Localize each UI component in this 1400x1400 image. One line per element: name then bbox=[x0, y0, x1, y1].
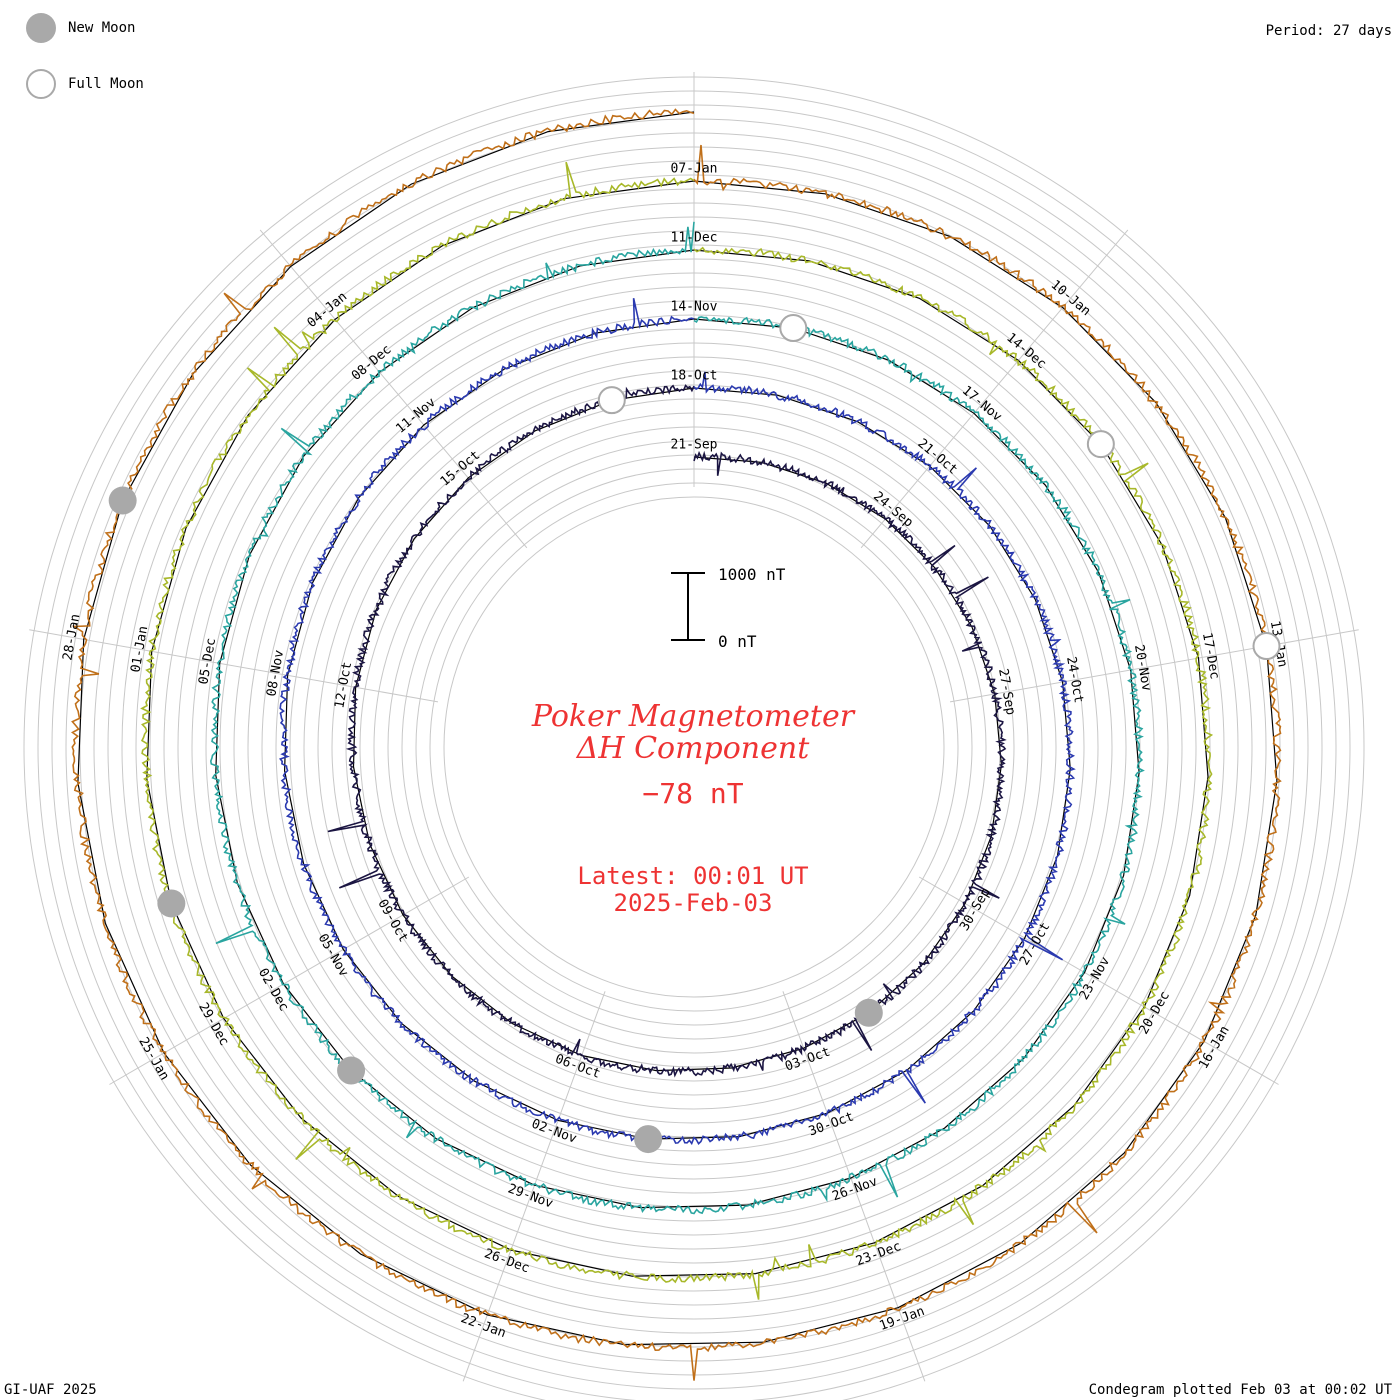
chart-title: Poker Magnetometer bbox=[531, 699, 856, 734]
latest-time: Latest: 00:01 UT bbox=[577, 862, 808, 890]
legend-full-moon: Full Moon bbox=[26, 69, 144, 99]
date-tick-label: 05-Dec bbox=[196, 637, 219, 686]
grid-spoke bbox=[860, 229, 1129, 549]
grid-spoke bbox=[29, 629, 439, 703]
grid-spoke bbox=[109, 876, 470, 1085]
date-tick-label: 26-Nov bbox=[830, 1174, 879, 1204]
new-moon-icon bbox=[26, 13, 56, 43]
grid-spoke bbox=[949, 629, 1359, 703]
date-tick-label: 02-Dec bbox=[255, 966, 291, 1014]
full-moon-marker bbox=[779, 314, 808, 343]
new-moon-marker bbox=[157, 889, 186, 918]
date-tick-label: 28-Jan bbox=[60, 613, 83, 662]
date-tick-label: 05-Nov bbox=[315, 931, 352, 979]
date-tick-label: 21-Sep bbox=[671, 438, 718, 453]
date-tick-label: 02-Nov bbox=[529, 1117, 578, 1147]
date-tick-label: 11-Nov bbox=[393, 395, 439, 437]
date-tick-label: 03-Oct bbox=[783, 1045, 832, 1075]
series-rotation-3 bbox=[209, 221, 1145, 1215]
grid-ring bbox=[443, 496, 945, 998]
grid-spoke bbox=[782, 991, 926, 1382]
series-rotation-2 bbox=[278, 298, 1076, 1146]
reference-layer bbox=[77, 111, 1278, 1346]
series-rotation-5 bbox=[71, 108, 1282, 1381]
date-tick-label: 17-Dec bbox=[1199, 632, 1222, 681]
date-tick-label: 16-Jan bbox=[1196, 1023, 1232, 1071]
date-tick-label: 19-Jan bbox=[878, 1304, 927, 1334]
date-tick-label: 22-Jan bbox=[459, 1311, 508, 1341]
chart-subtitle: ΔH Component bbox=[576, 731, 810, 766]
grid-spoke bbox=[259, 229, 528, 549]
date-tick-label: 01-Jan bbox=[128, 625, 151, 674]
series-layer bbox=[71, 108, 1282, 1381]
full-moon-marker bbox=[1252, 632, 1281, 661]
scale-bar-bottom-label: 0 nT bbox=[718, 632, 757, 651]
latest-date: 2025-Feb-03 bbox=[614, 889, 773, 917]
current-value: −78 nT bbox=[642, 777, 743, 810]
date-tick-label: 06-Oct bbox=[553, 1052, 602, 1082]
new-moon-marker bbox=[854, 998, 883, 1027]
legend-new-moon-label: New Moon bbox=[68, 20, 136, 36]
scale-bar-top-label: 1000 nT bbox=[718, 565, 786, 584]
date-tick-label: 18-Oct bbox=[671, 369, 718, 384]
date-tick-label: 27-Oct bbox=[1017, 920, 1053, 968]
full-moon-marker bbox=[1086, 430, 1115, 459]
date-tick-label: 11-Dec bbox=[671, 231, 718, 246]
plotted-timestamp: Condegram plotted Feb 03 at 00:02 UT bbox=[1088, 1382, 1392, 1398]
legend-new-moon: New Moon bbox=[26, 13, 135, 43]
grid-spoke bbox=[462, 991, 606, 1382]
legend-full-moon-label: Full Moon bbox=[68, 76, 144, 92]
moon-markers bbox=[108, 314, 1281, 1154]
series-rotation-4 bbox=[140, 161, 1214, 1300]
date-tick-label: 14-Nov bbox=[671, 300, 718, 315]
grid-spoke bbox=[918, 876, 1279, 1085]
credit-label: GI-UAF 2025 bbox=[4, 1382, 97, 1398]
baseline-spiral bbox=[77, 111, 1278, 1346]
new-moon-marker bbox=[108, 486, 137, 515]
full-moon-marker bbox=[597, 386, 626, 415]
new-moon-marker bbox=[337, 1056, 366, 1085]
full-moon-icon bbox=[26, 69, 56, 99]
date-tick-label: 20-Dec bbox=[1136, 989, 1172, 1037]
period-label: Period: 27 days bbox=[1265, 23, 1392, 39]
date-tick-label: 07-Jan bbox=[671, 162, 718, 177]
date-tick-label: 14-Dec bbox=[1003, 330, 1049, 372]
new-moon-marker bbox=[634, 1125, 663, 1154]
series-rotation-1 bbox=[327, 384, 1007, 1078]
